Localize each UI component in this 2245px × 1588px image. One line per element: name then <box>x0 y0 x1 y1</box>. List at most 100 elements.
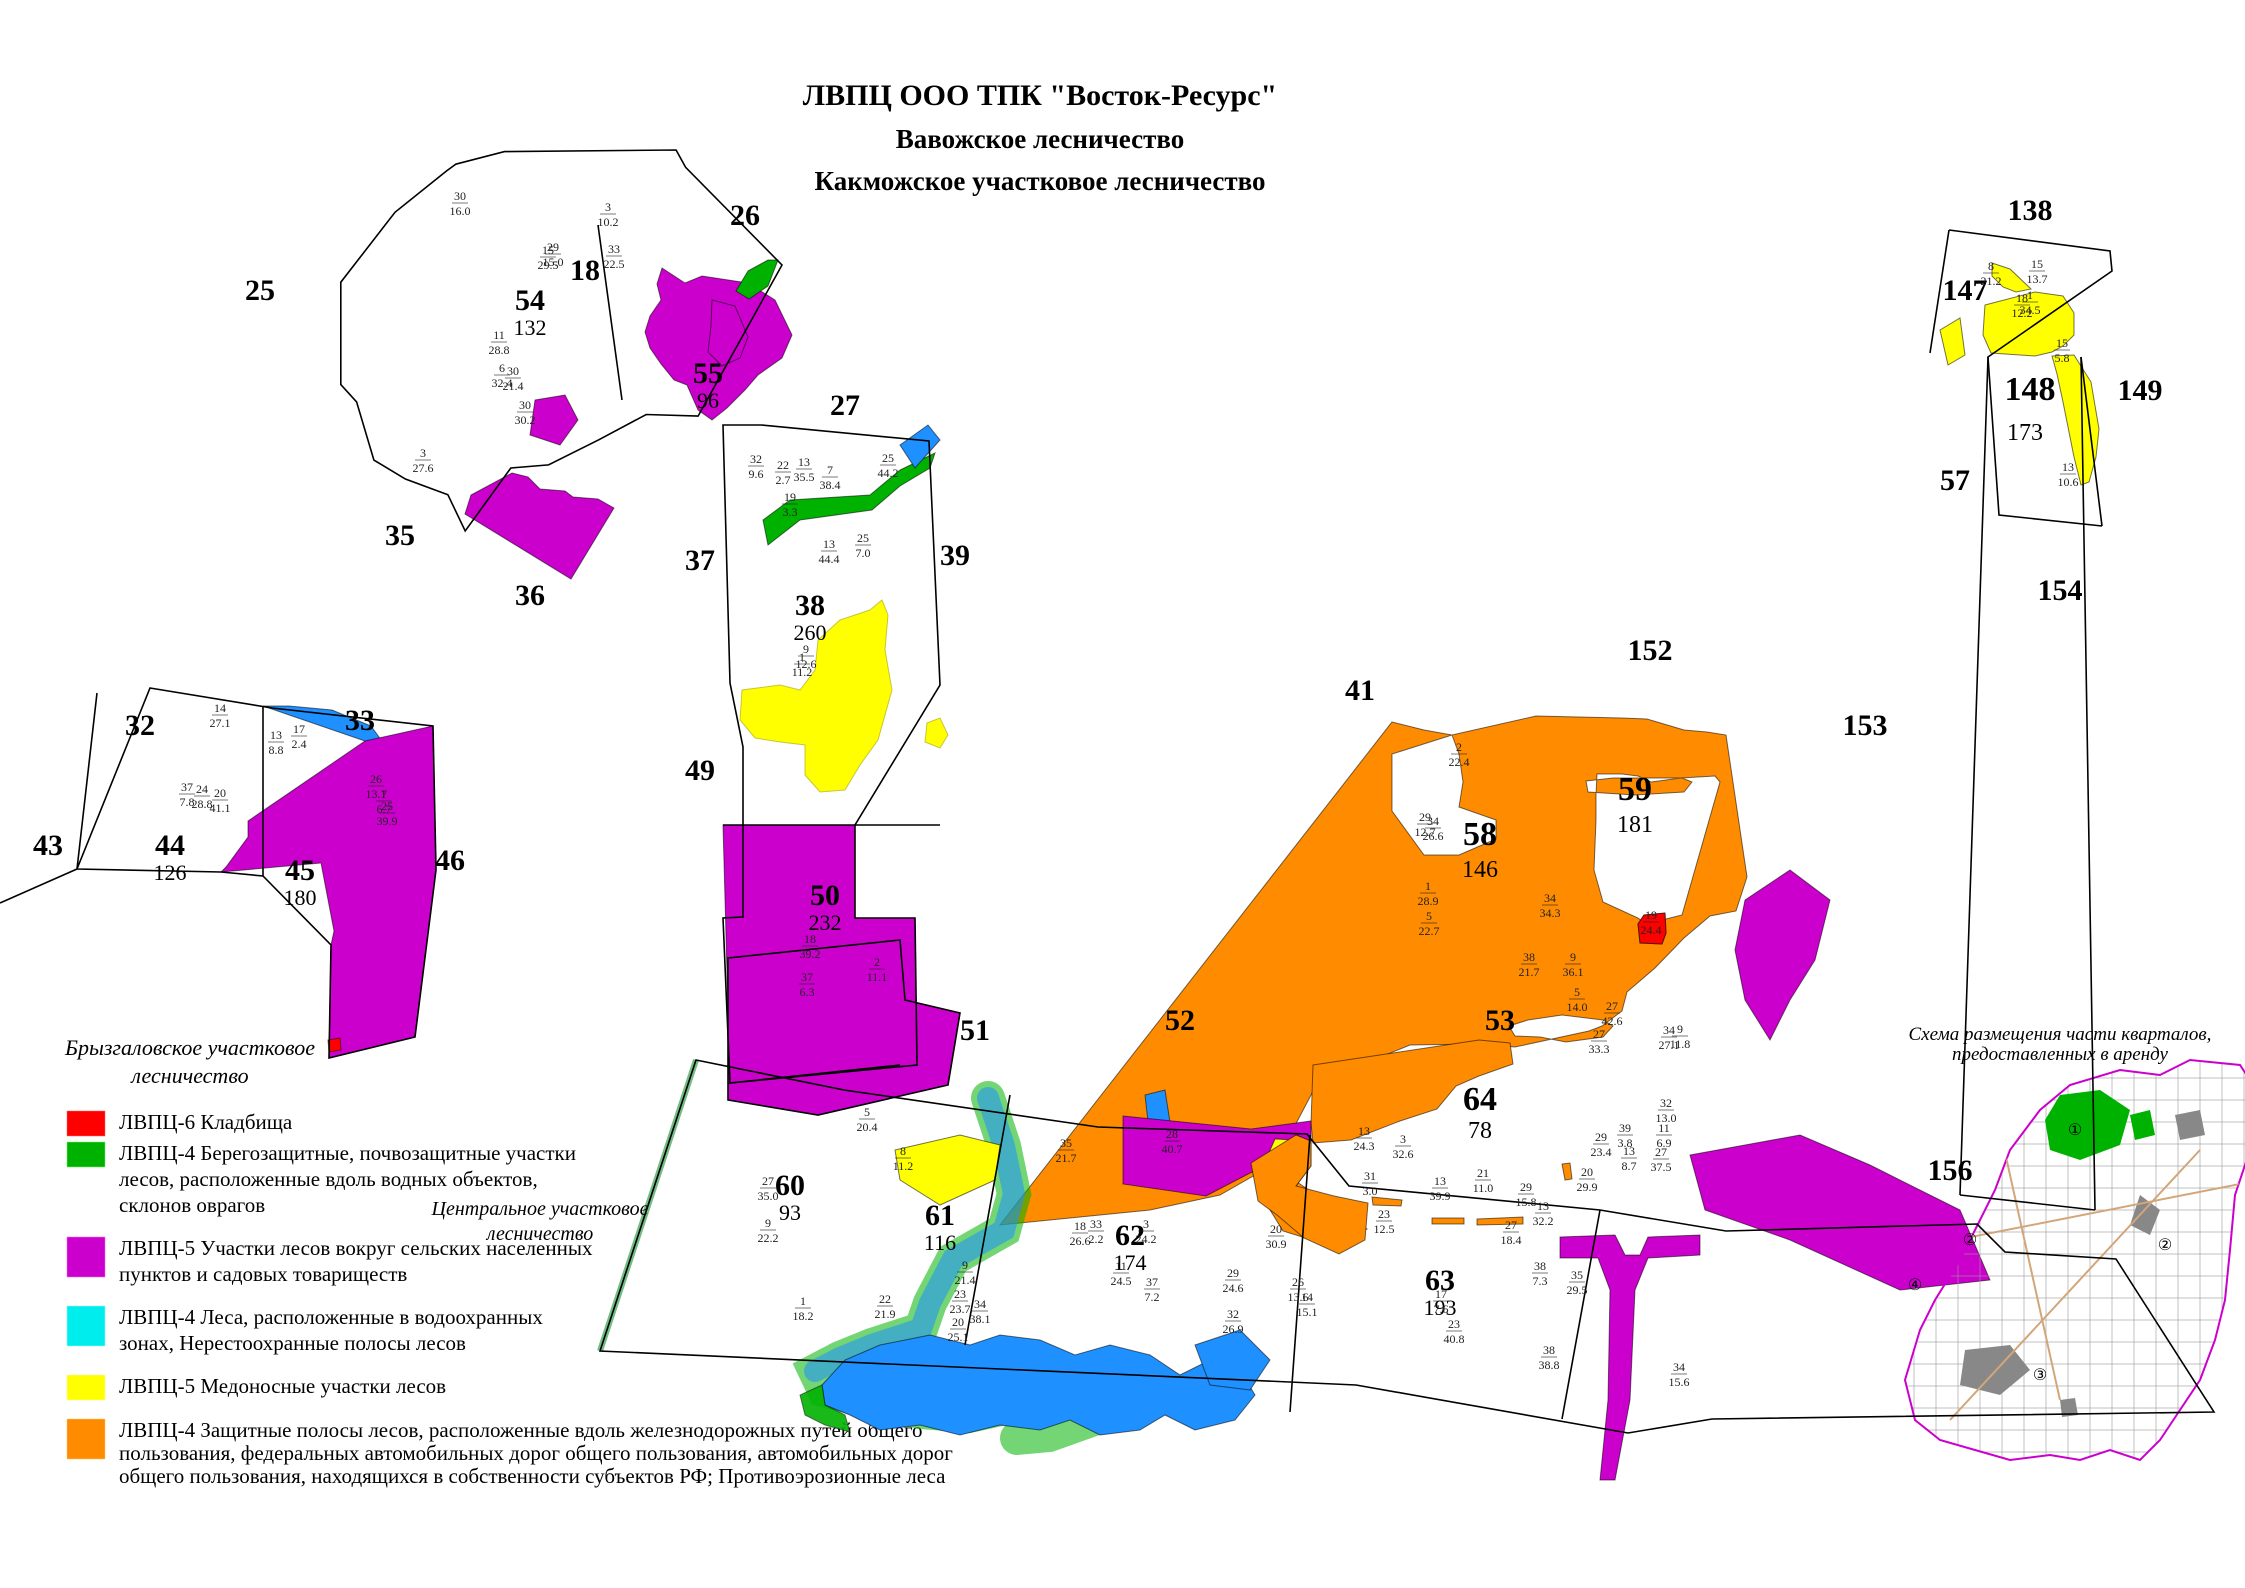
svg-text:33: 33 <box>1090 1217 1102 1231</box>
svg-text:173: 173 <box>2007 420 2043 446</box>
svg-text:41: 41 <box>1345 674 1375 707</box>
svg-text:20.4: 20.4 <box>857 1120 878 1134</box>
svg-text:14: 14 <box>214 701 226 715</box>
svg-text:32: 32 <box>750 452 762 466</box>
svg-text:21.7: 21.7 <box>1056 1151 1077 1165</box>
svg-text:34: 34 <box>974 1297 986 1311</box>
svg-text:6: 6 <box>499 361 505 375</box>
svg-text:60: 60 <box>775 1169 805 1202</box>
svg-text:34: 34 <box>1663 1023 1675 1037</box>
svg-text:22.4: 22.4 <box>1449 755 1470 769</box>
svg-text:34: 34 <box>1544 891 1556 905</box>
svg-text:склонов оврагов: склонов оврагов <box>119 1193 265 1217</box>
svg-text:152: 152 <box>1628 634 1673 667</box>
svg-text:5: 5 <box>864 1105 870 1119</box>
svg-text:Брызгаловское участковое: Брызгаловское участковое <box>64 1035 315 1060</box>
svg-text:24.5: 24.5 <box>1111 1274 1132 1288</box>
svg-text:19: 19 <box>1645 908 1657 922</box>
svg-text:18.4: 18.4 <box>1501 1233 1522 1247</box>
svg-text:3.0: 3.0 <box>1363 1184 1378 1198</box>
svg-text:116: 116 <box>924 1230 956 1255</box>
svg-text:138: 138 <box>2008 194 2053 227</box>
svg-text:260: 260 <box>794 620 827 645</box>
svg-text:156: 156 <box>1928 1154 1973 1187</box>
svg-text:зонах, Нерестоохранные полосы: зонах, Нерестоохранные полосы лесов <box>119 1331 466 1355</box>
svg-text:17: 17 <box>1435 1287 1447 1301</box>
svg-text:пунктов и садовых товариществ: пунктов и садовых товариществ <box>119 1262 407 1286</box>
svg-text:28.8: 28.8 <box>489 343 510 357</box>
svg-text:64: 64 <box>1463 1081 1497 1118</box>
svg-text:27: 27 <box>1655 1145 1667 1159</box>
svg-text:40.8: 40.8 <box>1444 1332 1465 1346</box>
svg-text:3: 3 <box>1400 1132 1406 1146</box>
svg-text:9: 9 <box>1570 950 1576 964</box>
svg-text:27: 27 <box>762 1174 774 1188</box>
svg-text:39.9: 39.9 <box>1430 1189 1451 1203</box>
svg-text:93: 93 <box>779 1200 801 1225</box>
svg-text:37: 37 <box>685 544 715 577</box>
svg-text:32.4: 32.4 <box>492 376 513 390</box>
svg-text:предоставленных в аренду: предоставленных в аренду <box>1952 1044 2169 1065</box>
svg-text:24.3: 24.3 <box>1354 1139 1375 1153</box>
svg-text:37: 37 <box>801 970 813 984</box>
svg-text:8.7: 8.7 <box>1622 1159 1637 1173</box>
svg-text:51: 51 <box>960 1014 990 1047</box>
svg-text:181: 181 <box>1617 812 1653 838</box>
svg-text:2: 2 <box>1456 740 1462 754</box>
svg-text:13: 13 <box>270 728 282 742</box>
svg-text:29: 29 <box>1595 1130 1607 1144</box>
svg-text:9: 9 <box>1677 1022 1683 1036</box>
svg-text:30: 30 <box>519 398 531 412</box>
svg-text:11.0: 11.0 <box>1473 1181 1494 1195</box>
svg-text:15: 15 <box>542 243 554 257</box>
svg-text:21.9: 21.9 <box>875 1307 896 1321</box>
svg-text:16.0: 16.0 <box>450 204 471 218</box>
svg-text:35.0: 35.0 <box>758 1189 779 1203</box>
svg-text:23: 23 <box>1378 1207 1390 1221</box>
svg-text:29: 29 <box>1227 1266 1239 1280</box>
svg-text:32.2: 32.2 <box>1533 1214 1554 1228</box>
svg-text:41.1: 41.1 <box>210 801 231 815</box>
svg-text:13: 13 <box>1434 1174 1446 1188</box>
svg-text:11: 11 <box>1115 1259 1127 1273</box>
svg-text:26: 26 <box>730 199 760 232</box>
svg-text:21: 21 <box>1477 1166 1489 1180</box>
svg-text:45: 45 <box>285 854 315 887</box>
svg-text:2.2: 2.2 <box>1089 1232 1104 1246</box>
svg-text:146: 146 <box>1462 857 1498 883</box>
svg-text:26: 26 <box>370 772 382 786</box>
svg-text:④: ④ <box>1908 1277 1922 1294</box>
svg-text:2: 2 <box>874 955 880 969</box>
svg-text:13: 13 <box>1537 1199 1549 1213</box>
svg-text:34.5: 34.5 <box>2020 303 2041 317</box>
svg-text:78: 78 <box>1468 1118 1492 1144</box>
svg-text:154: 154 <box>2038 574 2083 607</box>
svg-text:27: 27 <box>1505 1218 1517 1232</box>
svg-text:44.4: 44.4 <box>819 552 840 566</box>
svg-text:Центральное участковое: Центральное участковое <box>431 1198 649 1220</box>
svg-text:33.3: 33.3 <box>1589 1042 1610 1056</box>
svg-text:8: 8 <box>1988 259 1994 273</box>
svg-text:13.6: 13.6 <box>1288 1290 1309 1304</box>
svg-text:18.2: 18.2 <box>793 1309 814 1323</box>
svg-text:22.5: 22.5 <box>604 257 625 271</box>
svg-text:Какможское участковое лесничес: Какможское участковое лесничество <box>814 166 1265 196</box>
svg-text:18: 18 <box>804 932 816 946</box>
svg-text:36.1: 36.1 <box>1563 965 1584 979</box>
svg-text:14.0: 14.0 <box>1567 1000 1588 1014</box>
svg-text:35: 35 <box>1571 1268 1583 1282</box>
svg-text:30: 30 <box>454 189 466 203</box>
svg-text:42.6: 42.6 <box>1602 1014 1623 1028</box>
svg-text:25.1: 25.1 <box>948 1330 969 1344</box>
svg-text:29.9: 29.9 <box>1577 1180 1598 1194</box>
svg-text:15.1: 15.1 <box>1297 1305 1318 1319</box>
svg-text:46: 46 <box>435 844 465 877</box>
svg-text:32: 32 <box>1660 1096 1672 1110</box>
svg-text:ЛВПЦ-6 Кладбища: ЛВПЦ-6 Кладбища <box>119 1110 293 1134</box>
svg-text:13.7: 13.7 <box>2027 272 2048 286</box>
svg-text:29.5: 29.5 <box>538 258 559 272</box>
svg-text:28.9: 28.9 <box>1418 894 1439 908</box>
svg-text:31: 31 <box>1364 1169 1376 1183</box>
svg-text:8.8: 8.8 <box>269 743 284 757</box>
svg-text:7.0: 7.0 <box>856 546 871 560</box>
